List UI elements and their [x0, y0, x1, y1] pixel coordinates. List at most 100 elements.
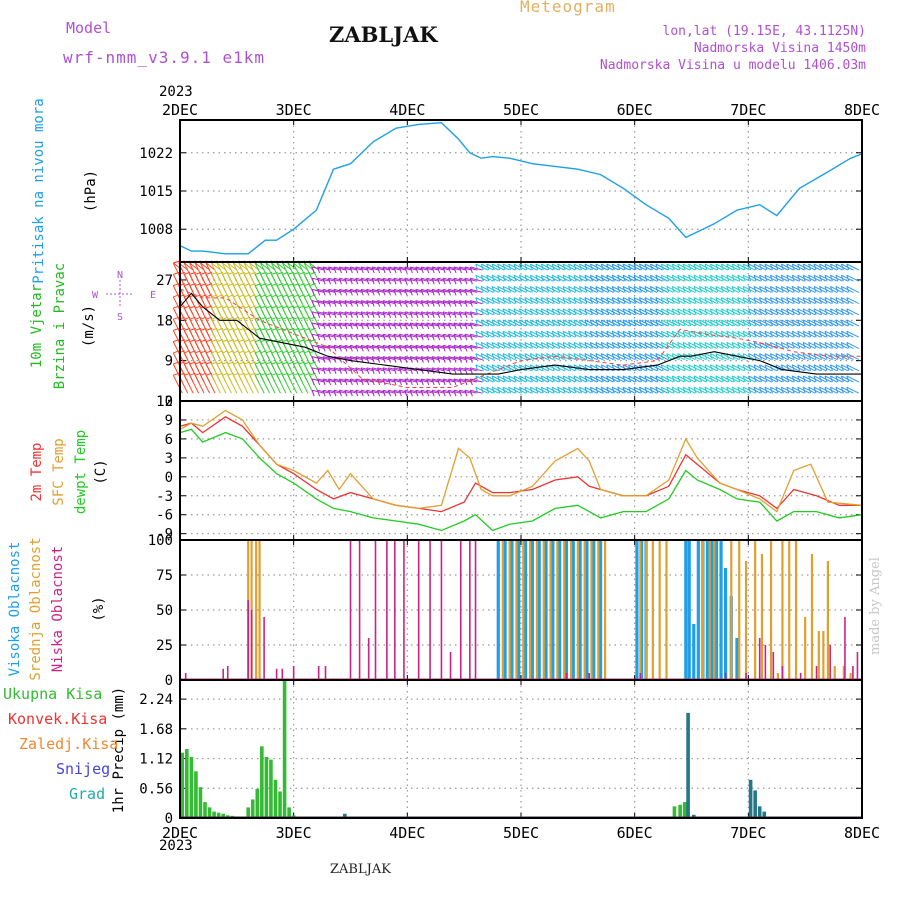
wind-barb	[562, 353, 566, 360]
wind-barb	[535, 286, 539, 293]
wind-barb	[360, 322, 364, 330]
wind-barb	[655, 286, 659, 293]
x-tick-label-top: 6DEC	[617, 101, 653, 119]
wind-barb	[726, 297, 730, 304]
wind-barb	[293, 316, 300, 320]
wind-barb	[502, 342, 506, 349]
wind-barb	[464, 356, 468, 363]
wind-barb	[470, 344, 483, 349]
wind-barb	[595, 387, 599, 394]
wind-barb	[589, 275, 593, 282]
wind-barb	[720, 297, 724, 304]
wind-barb	[513, 297, 517, 304]
wind-barb	[355, 334, 359, 341]
wind-barb	[309, 372, 316, 376]
wind-barb	[448, 390, 452, 397]
wind-barb	[437, 390, 441, 397]
wind-barb	[835, 331, 839, 338]
wind-barb	[388, 334, 391, 341]
wind-barb	[655, 331, 659, 338]
wind-barb	[211, 339, 218, 343]
wind-barb	[309, 316, 316, 320]
wind-barb	[292, 262, 303, 271]
pressure-axis-title: Pritisak na nivou mora	[31, 98, 47, 283]
wind-barb	[693, 364, 697, 371]
wind-barb	[562, 263, 566, 271]
wind-barb	[660, 375, 664, 383]
wind-barb	[606, 387, 610, 394]
wind-barb	[298, 316, 305, 320]
wind-barb	[633, 353, 637, 360]
wind-barb	[704, 297, 708, 304]
wind-barb	[287, 339, 295, 343]
wind-barb	[260, 361, 267, 365]
wind-barb	[737, 286, 741, 293]
wind-barb	[840, 364, 844, 371]
wind-barb	[802, 387, 806, 394]
wind-barb	[338, 367, 342, 374]
wind-barb	[720, 275, 724, 282]
wind-barb	[404, 266, 408, 274]
wind-barb	[404, 311, 408, 318]
wind-barb	[737, 308, 741, 315]
wind-barb	[764, 263, 768, 271]
wind-barb	[420, 311, 424, 318]
wind-barb	[568, 375, 572, 383]
wind-barb	[720, 375, 724, 383]
wind-barb	[764, 387, 768, 394]
wind-barb	[829, 364, 833, 371]
wind-barb	[688, 375, 692, 383]
wind-barb	[184, 327, 191, 331]
wind-barb	[688, 319, 692, 327]
wind-barb	[540, 331, 544, 338]
wind-barb	[388, 367, 391, 374]
wind-barb	[780, 387, 784, 394]
wind-barb	[502, 308, 506, 315]
wind-barb	[802, 375, 806, 383]
wind-barb	[808, 387, 812, 394]
wind-barb	[671, 308, 675, 315]
wind-barb	[293, 294, 300, 298]
wind-barb	[813, 331, 817, 338]
year-bottom: 2023	[159, 838, 193, 854]
wind-barb	[480, 331, 484, 338]
wind-barb	[309, 339, 316, 343]
wind-barb	[573, 375, 577, 383]
credit-text: made by Angel	[868, 557, 883, 655]
wind-barb	[480, 387, 484, 394]
wind-barb	[551, 342, 555, 349]
precip-bar	[189, 756, 194, 818]
wind-barb	[628, 387, 632, 394]
y-tick-label: 0	[165, 811, 173, 827]
wind-barb	[595, 286, 599, 293]
wind-barb	[633, 275, 637, 282]
wind-barb	[249, 262, 259, 271]
wind-barb	[173, 260, 180, 264]
wind-barb	[578, 342, 582, 349]
wind-barb	[382, 300, 386, 307]
wind-barb	[431, 378, 435, 386]
wind-barb	[617, 331, 621, 338]
wind-barb	[737, 331, 741, 338]
wind-barb	[464, 345, 468, 352]
wind-barb	[486, 275, 490, 282]
wind-barb	[644, 275, 648, 282]
wind-barb	[568, 387, 572, 394]
x-tick-label-bottom: 2DEC	[162, 824, 198, 842]
wind-barb	[244, 339, 251, 343]
wind-barb	[293, 372, 300, 376]
wind-barb	[611, 353, 615, 360]
wind-barb	[704, 364, 708, 371]
wind-barb	[731, 319, 735, 327]
wind-barb	[173, 350, 180, 354]
wind-barb	[271, 294, 278, 298]
wind-barb	[282, 350, 289, 354]
wind-barb	[775, 375, 779, 383]
wind-barb	[216, 327, 224, 331]
wind-barb	[371, 390, 375, 397]
wind-barb	[655, 297, 659, 304]
wind-barb	[731, 308, 735, 315]
wind-barb	[677, 297, 681, 304]
wind-barb	[502, 353, 506, 360]
wind-barb	[453, 334, 457, 341]
